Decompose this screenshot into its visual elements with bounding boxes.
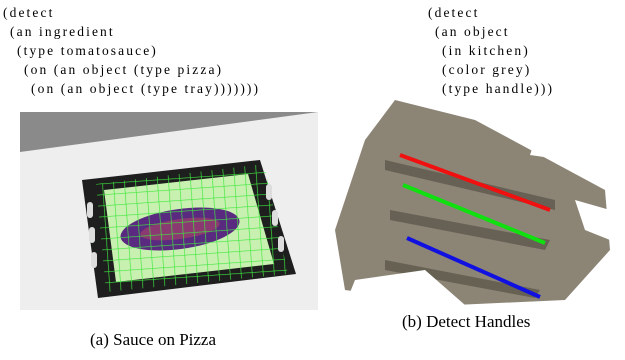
- code-line: (an object: [435, 22, 510, 41]
- code-line: (detect: [428, 3, 479, 22]
- code-line: (in kitchen): [442, 41, 530, 60]
- code-line: (on (an object (type pizza): [24, 60, 223, 79]
- code-line: (type handle))): [442, 79, 554, 98]
- handles-image: [335, 100, 610, 305]
- code-line: (an ingredient: [10, 22, 115, 41]
- code-line: (type tomatosauce): [17, 41, 158, 60]
- caption: (b) Detect Handles: [402, 312, 530, 332]
- code-line: (on (an object (type tray))))))): [31, 79, 260, 98]
- code-line: (detect: [3, 3, 54, 22]
- pizza-image: [20, 112, 318, 310]
- caption: (a) Sauce on Pizza: [90, 330, 216, 350]
- figure: (detect (an ingredient (type tomatosauce…: [0, 0, 625, 360]
- code-line: (color grey): [442, 60, 531, 79]
